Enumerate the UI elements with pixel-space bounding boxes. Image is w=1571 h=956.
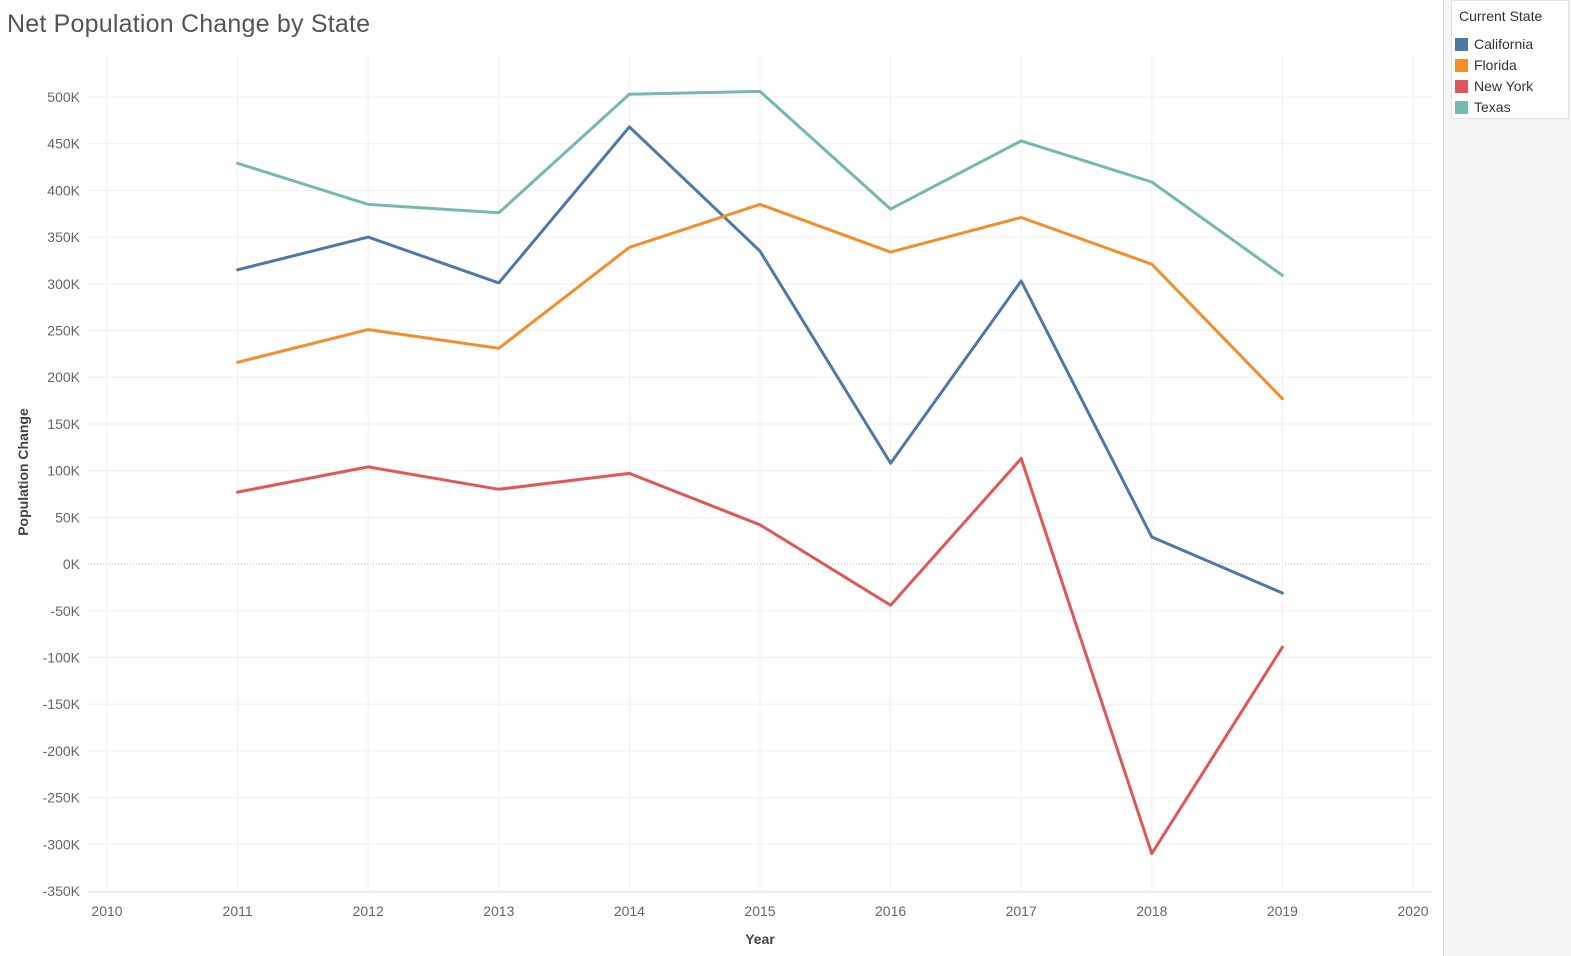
series-line-california [236,125,1284,595]
y-tick-label: 0K [63,556,81,572]
legend-label-texas: Texas [1474,99,1511,115]
axes: 500K 450K 400K 350K 300K 250K 200K 150K 100K 50K 0… [43,89,1432,919]
gridlines [88,56,1432,892]
x-tick-label: 2019 [1267,903,1298,919]
y-tick-label: -100K [43,649,81,665]
legend-item-new-york[interactable]: New York [1455,76,1533,96]
series-lines [236,89,1284,856]
y-tick-label: 50K [55,509,81,525]
y-tick-label: 450K [47,136,80,152]
x-tick-label: 2014 [614,903,645,919]
y-tick-label: -350K [43,883,81,899]
legend-swatch-california [1455,37,1468,51]
y-tick-label: -50K [50,603,80,619]
y-tick-label: 150K [47,416,80,432]
x-tick-label: 2015 [744,903,775,919]
y-tick-label: -150K [43,696,81,712]
legend-swatch-texas [1455,100,1468,114]
y-tick-label: 400K [47,182,80,198]
y-tick-label: 200K [47,369,80,385]
x-tick-label: 2010 [91,903,122,919]
legend-item-texas[interactable]: Texas [1455,97,1511,117]
x-axis-label: Year [745,931,775,947]
legend-label-new-york: New York [1474,78,1534,94]
y-tick-label: -300K [43,836,81,852]
line-chart: 500K 450K 400K 350K 300K 250K 200K 150K 100K 50K 0… [15,56,1432,947]
x-tick-label: 2020 [1397,903,1428,919]
series-line-new-york [236,457,1284,856]
x-tick-label: 2017 [1006,903,1037,919]
x-tick-label: 2018 [1136,903,1167,919]
legend-item-florida[interactable]: Florida [1455,55,1517,75]
y-tick-label: -250K [43,790,81,806]
series-line-texas [236,89,1284,277]
series-line-florida [236,202,1284,401]
x-tick-label: 2012 [353,903,384,919]
legend-item-california[interactable]: California [1455,34,1533,54]
legend-swatch-florida [1455,58,1468,72]
y-tick-label: -200K [43,743,81,759]
y-tick-label: 500K [47,89,80,105]
y-tick-label: 300K [47,276,80,292]
x-tick-label: 2013 [483,903,514,919]
y-tick-label: 350K [47,229,80,245]
legend-title: Current State [1459,8,1543,24]
legend-label-california: California [1474,36,1534,52]
chart-title: Net Population Change by State [7,10,371,38]
x-tick-label: 2011 [223,903,253,919]
legend[interactable]: Current State California Florida New Yor… [1451,0,1569,119]
legend-panel: Current State California Florida New Yor… [1443,0,1571,956]
y-axis-label: Population Change [15,408,31,536]
legend-label-florida: Florida [1474,57,1517,73]
y-tick-label: 250K [47,323,80,339]
x-tick-label: 2016 [875,903,906,919]
legend-swatch-new-york [1455,79,1468,93]
y-tick-label: 100K [47,463,80,479]
